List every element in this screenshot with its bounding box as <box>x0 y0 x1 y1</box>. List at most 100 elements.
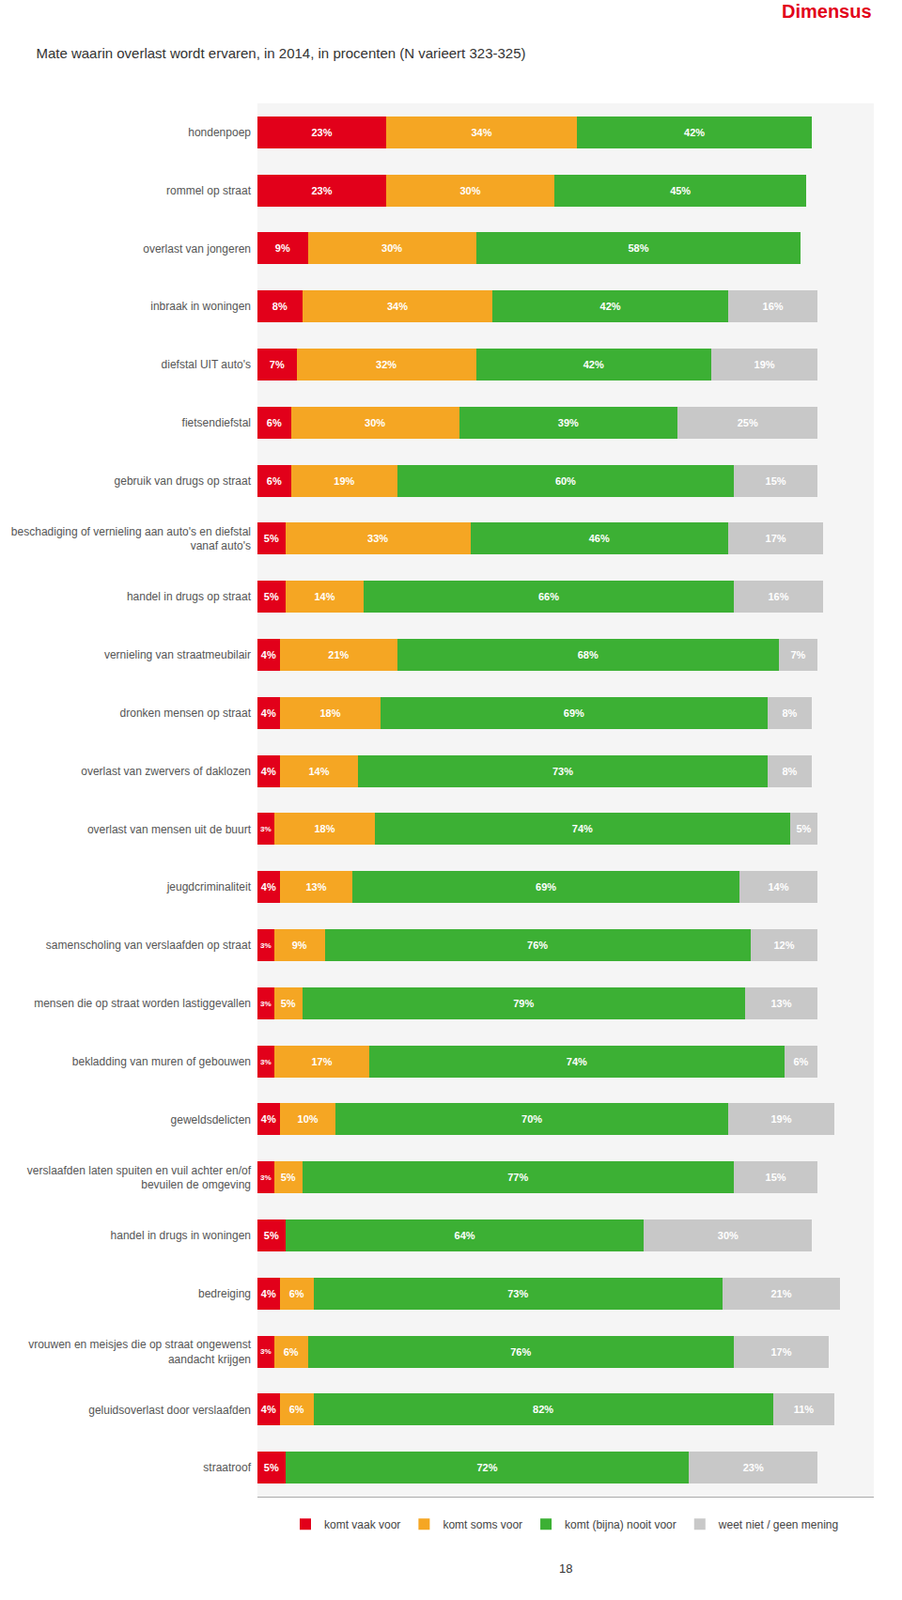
svg-text:komt vaak voor: komt vaak voor <box>324 1518 401 1532</box>
svg-text:14%: 14% <box>767 881 789 893</box>
svg-text:76%: 76% <box>510 1346 531 1358</box>
svg-text:3%: 3% <box>260 1347 272 1356</box>
svg-text:19%: 19% <box>333 475 355 487</box>
svg-text:5%: 5% <box>280 997 296 1010</box>
svg-text:16%: 16% <box>762 300 784 312</box>
svg-text:23%: 23% <box>311 185 332 197</box>
svg-text:30%: 30% <box>381 242 403 254</box>
svg-text:42%: 42% <box>684 126 705 139</box>
svg-text:4%: 4% <box>261 1113 277 1125</box>
svg-text:3%: 3% <box>260 999 272 1009</box>
svg-text:4%: 4% <box>261 765 277 778</box>
svg-text:8%: 8% <box>781 707 797 719</box>
svg-text:handel in drugs op straat: handel in drugs op straat <box>126 590 252 604</box>
svg-text:14%: 14% <box>313 590 335 603</box>
svg-text:34%: 34% <box>387 300 408 312</box>
svg-text:13%: 13% <box>770 997 792 1010</box>
svg-text:6%: 6% <box>793 1056 809 1068</box>
svg-text:73%: 73% <box>552 765 574 778</box>
svg-text:verslaafden laten spuiten en v: verslaafden laten spuiten en vuil achter… <box>27 1164 252 1193</box>
svg-text:komt (bijna) nooit voor: komt (bijna) nooit voor <box>564 1518 677 1532</box>
svg-text:handel in drugs in woningen: handel in drugs in woningen <box>110 1228 251 1243</box>
svg-text:68%: 68% <box>577 649 599 661</box>
svg-text:mensen die op straat worden la: mensen die op straat worden lastiggevall… <box>33 996 251 1011</box>
svg-text:18%: 18% <box>313 823 335 835</box>
svg-text:geluidsoverlast door verslaafd: geluidsoverlast door verslaafden <box>88 1403 251 1417</box>
svg-text:79%: 79% <box>513 997 534 1010</box>
svg-text:bedreiging: bedreiging <box>198 1287 251 1301</box>
svg-text:13%: 13% <box>305 881 327 893</box>
svg-text:30%: 30% <box>364 417 386 429</box>
svg-text:jeugdcriminaliteit: jeugdcriminaliteit <box>166 880 252 894</box>
svg-text:5%: 5% <box>280 1171 296 1183</box>
svg-text:geweldsdelicten: geweldsdelicten <box>171 1113 251 1127</box>
svg-text:66%: 66% <box>538 590 560 603</box>
svg-text:3%: 3% <box>260 941 272 950</box>
svg-text:overlast van mensen uit de buu: overlast van mensen uit de buurt <box>87 823 252 837</box>
svg-text:4%: 4% <box>261 1403 277 1416</box>
svg-text:weet niet / geen mening: weet niet / geen mening <box>717 1518 839 1532</box>
svg-text:4%: 4% <box>261 881 277 893</box>
svg-text:6%: 6% <box>266 417 282 429</box>
svg-text:hondenpoep: hondenpoep <box>187 125 251 140</box>
svg-text:33%: 33% <box>367 532 389 545</box>
svg-text:samenscholing van verslaafden: samenscholing van verslaafden op straat <box>46 938 252 952</box>
svg-text:5%: 5% <box>264 1461 280 1474</box>
svg-text:32%: 32% <box>375 358 397 371</box>
svg-text:74%: 74% <box>566 1056 588 1068</box>
svg-text:17%: 17% <box>311 1056 332 1068</box>
svg-text:19%: 19% <box>754 358 776 371</box>
svg-text:4%: 4% <box>261 649 277 661</box>
svg-text:45%: 45% <box>669 185 691 197</box>
svg-text:5%: 5% <box>264 1229 280 1242</box>
svg-text:vrouwen en meisjes die op stra: vrouwen en meisjes die op straat ongewen… <box>28 1337 251 1367</box>
svg-text:30%: 30% <box>459 185 481 197</box>
svg-text:23%: 23% <box>743 1461 764 1474</box>
svg-text:82%: 82% <box>532 1403 554 1416</box>
svg-text:64%: 64% <box>454 1229 476 1242</box>
svg-text:25%: 25% <box>737 417 759 429</box>
svg-text:69%: 69% <box>563 707 585 719</box>
svg-text:17%: 17% <box>770 1346 792 1358</box>
svg-text:17%: 17% <box>765 532 787 545</box>
svg-text:Dimensus: Dimensus <box>781 0 872 22</box>
svg-text:21%: 21% <box>770 1288 792 1300</box>
svg-text:5%: 5% <box>264 590 280 603</box>
svg-text:3%: 3% <box>260 824 272 834</box>
svg-text:9%: 9% <box>275 242 291 254</box>
svg-text:21%: 21% <box>327 649 349 661</box>
svg-text:6%: 6% <box>289 1403 305 1416</box>
svg-text:6%: 6% <box>289 1288 305 1300</box>
svg-text:12%: 12% <box>773 939 794 951</box>
svg-text:komt soms voor: komt soms voor <box>442 1518 523 1532</box>
svg-text:18: 18 <box>559 1561 573 1576</box>
svg-text:15%: 15% <box>765 1171 787 1183</box>
svg-text:bekladding van muren of gebouw: bekladding van muren of gebouwen <box>72 1055 251 1069</box>
svg-text:58%: 58% <box>627 242 649 254</box>
svg-text:5%: 5% <box>795 823 811 835</box>
svg-text:72%: 72% <box>476 1461 498 1474</box>
svg-text:straatroof: straatroof <box>202 1461 251 1475</box>
svg-text:8%: 8% <box>272 300 288 312</box>
svg-text:inbraak in woningen: inbraak in woningen <box>150 299 251 313</box>
svg-text:42%: 42% <box>600 300 622 312</box>
svg-text:dronken mensen op straat: dronken mensen op straat <box>120 706 252 720</box>
svg-text:3%: 3% <box>260 1173 272 1182</box>
svg-text:16%: 16% <box>768 590 790 603</box>
svg-text:3%: 3% <box>260 1057 272 1067</box>
svg-text:6%: 6% <box>283 1346 299 1358</box>
svg-text:7%: 7% <box>269 358 285 371</box>
svg-text:9%: 9% <box>292 939 308 951</box>
svg-text:Mate waarin overlast wordt erv: Mate waarin overlast wordt ervaren, in 2… <box>35 45 526 62</box>
svg-text:30%: 30% <box>717 1229 739 1242</box>
svg-text:76%: 76% <box>527 939 548 951</box>
svg-text:gebruik van drugs op straat: gebruik van drugs op straat <box>114 474 252 488</box>
svg-text:11%: 11% <box>793 1403 815 1416</box>
svg-text:60%: 60% <box>555 475 576 487</box>
svg-text:74%: 74% <box>572 823 593 835</box>
svg-text:10%: 10% <box>297 1113 319 1125</box>
svg-text:46%: 46% <box>589 532 610 545</box>
svg-text:4%: 4% <box>261 1288 277 1300</box>
svg-text:7%: 7% <box>790 649 806 661</box>
svg-text:vernieling van straatmeubilair: vernieling van straatmeubilair <box>104 648 251 662</box>
